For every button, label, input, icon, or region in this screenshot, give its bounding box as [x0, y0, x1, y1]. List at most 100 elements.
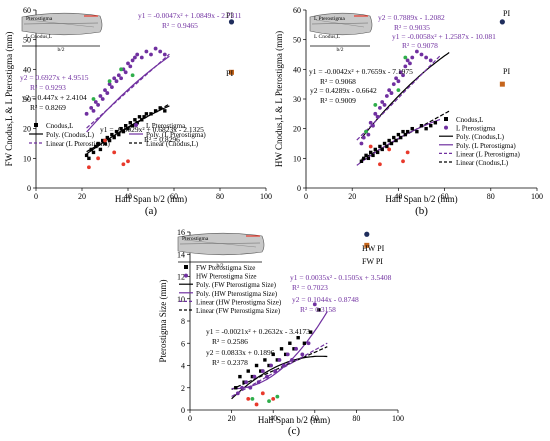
data-point-square — [283, 352, 288, 357]
y-axis-label: Pterostigma Size (mm) — [158, 280, 168, 363]
legend-label: Linear (L Pterostigma) — [456, 150, 521, 158]
y-tick-label: 14 — [177, 250, 185, 259]
equation-label: y1 = -0.0029x² + 0.6823x - 2.1325 — [100, 125, 204, 134]
data-point-circle — [368, 120, 373, 125]
data-point-circle — [105, 91, 110, 95]
data-point-square — [142, 115, 146, 119]
data-point-circle — [121, 162, 126, 167]
x-tick-label: 60 — [311, 414, 319, 423]
data-point-square — [392, 135, 396, 140]
data-point-circle — [405, 150, 410, 155]
legend: Cnodus,L L Pterostigma Poly. (Cnodus,L) Pol… — [29, 122, 206, 148]
data-point-circle — [246, 396, 251, 401]
data-point-circle — [103, 88, 107, 92]
data-point-square — [130, 124, 135, 128]
annotation-label: HW PI — [362, 244, 385, 253]
data-point-square — [105, 135, 109, 140]
wing-vein — [27, 19, 95, 28]
data-point-square — [229, 69, 234, 75]
data-point-circle — [403, 64, 408, 69]
x-tick-label: 20 — [228, 414, 236, 423]
data-point-square — [267, 363, 271, 368]
data-point-circle — [103, 138, 107, 143]
x-tick-label: 0 — [34, 192, 38, 201]
fit-line — [356, 55, 441, 141]
panel-label: (b) — [415, 205, 428, 217]
data-point-square — [292, 347, 296, 351]
data-point-square — [271, 352, 275, 357]
data-point-square — [394, 138, 398, 143]
equation-label: R² = 0.9035 — [394, 23, 430, 32]
data-point-circle — [312, 302, 317, 307]
data-point-circle — [91, 97, 96, 101]
equation-label: R² = 0.2378 — [212, 358, 248, 367]
y-tick-label: 4 — [181, 362, 185, 371]
data-point-square — [128, 121, 132, 125]
inset-pterostigma-label: Pterostigma — [26, 16, 53, 22]
y-tick-label: 12 — [177, 273, 185, 282]
data-point-square — [137, 115, 142, 119]
wing-inset: Pterostigma L Cnodus,L b/2 — [21, 12, 103, 53]
y-tick-label: 0 — [27, 184, 31, 193]
x-tick-label: 0 — [188, 414, 192, 423]
annotation-label: PI — [226, 11, 233, 20]
y-tick-label: 20 — [23, 125, 31, 134]
data-point-square — [103, 141, 107, 146]
data-point-square — [308, 330, 313, 334]
y-tick-label: 60 — [23, 6, 31, 15]
data-point-circle — [250, 396, 255, 401]
legend-swatch — [134, 123, 138, 127]
x-tick-label: 20 — [78, 192, 86, 201]
data-point-circle — [384, 94, 389, 98]
data-point-square — [359, 159, 364, 163]
panel-label: (a) — [145, 205, 158, 217]
data-point-square — [415, 129, 419, 134]
y-tick-label: 2 — [181, 384, 185, 393]
wing-shape — [21, 12, 103, 36]
y-tick-label: 50 — [293, 36, 301, 45]
data-point-circle — [396, 79, 401, 84]
data-point-square — [135, 121, 139, 125]
data-point-square — [98, 147, 103, 152]
data-point-circle — [144, 49, 149, 54]
wing-vein — [315, 19, 365, 28]
y-axis-label: HW Cnodus,L & L Pterostigma (mm) — [274, 31, 284, 167]
data-point-circle — [133, 55, 137, 60]
equation-label: y1 = -0.0058x² + 1.2587x - 10.081 — [392, 32, 496, 41]
y-tick-label: 6 — [181, 339, 185, 348]
legend-label: FW Pterostigma Size — [196, 264, 255, 272]
x-tick-label: 60 — [170, 192, 178, 201]
inset-cnodus-label: L Cnodus,L — [314, 34, 341, 40]
data-point-circle — [373, 111, 378, 116]
y-tick-label: 0 — [181, 406, 185, 415]
data-point-circle — [499, 19, 505, 25]
y-tick-label: 10 — [293, 154, 301, 163]
data-point-square — [288, 341, 292, 345]
data-point-circle — [119, 67, 123, 72]
data-point-circle — [110, 85, 114, 90]
data-point-circle — [119, 76, 123, 81]
data-point-square — [96, 141, 100, 146]
data-point-square — [279, 347, 284, 351]
equation-label: y2 = 0.4289x - 0.6642 — [310, 86, 377, 95]
data-point-square — [87, 156, 91, 161]
data-point-square — [403, 132, 408, 137]
x-tick-label: 40 — [124, 192, 132, 201]
data-point-circle — [300, 352, 305, 357]
fit-line — [231, 346, 328, 390]
data-point-circle — [84, 111, 89, 116]
data-point-square — [433, 121, 438, 125]
fit-line — [231, 355, 328, 400]
data-point-square — [234, 386, 238, 390]
data-point-circle — [248, 385, 253, 390]
legend-swatch — [444, 125, 448, 130]
equation-label: y2 = 0.0833x + 0.1896 — [206, 348, 275, 357]
data-point-circle — [112, 150, 117, 155]
data-point-square — [364, 242, 370, 248]
data-point-square — [91, 150, 96, 155]
legend-label: Poly. (L Pterostigma) — [456, 142, 516, 150]
data-point-square — [163, 109, 167, 113]
data-point-square — [119, 126, 123, 131]
data-point-circle — [424, 55, 429, 60]
